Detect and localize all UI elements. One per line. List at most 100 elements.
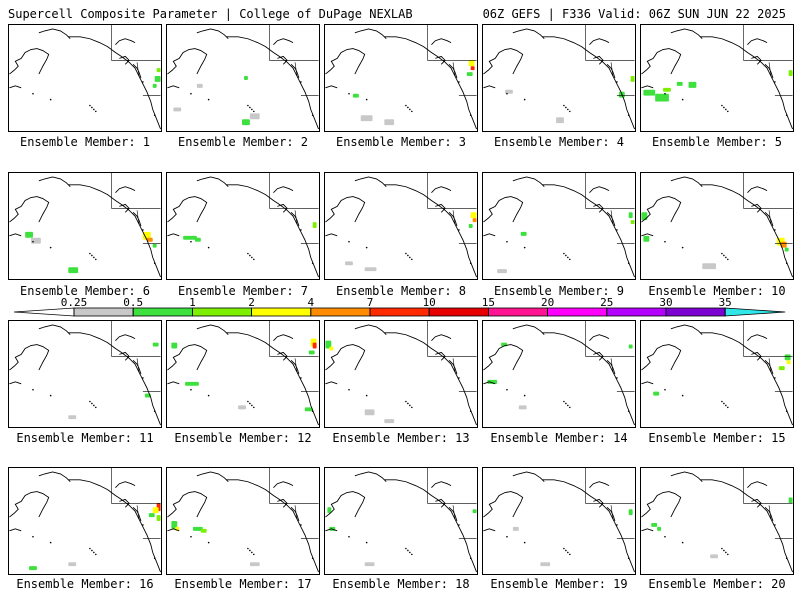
island [190, 92, 192, 95]
member-map-12 [167, 321, 319, 426]
island [565, 254, 567, 257]
ensemble-member-label: Ensemble Member: 13 [332, 431, 470, 445]
ensemble-map-panel-10 [640, 172, 794, 280]
island [95, 110, 97, 113]
ensemble-member-label: Ensemble Member: 7 [177, 284, 309, 298]
island [405, 547, 407, 550]
island [365, 394, 368, 397]
island [311, 262, 314, 265]
parameter-shading [304, 407, 313, 412]
political-border [452, 210, 456, 225]
member-map-7 [167, 173, 319, 278]
political-border [768, 62, 772, 77]
colorbar-tick-label: 10 [423, 296, 436, 309]
island [95, 258, 97, 261]
coastline [9, 233, 22, 237]
island [725, 404, 727, 407]
political-border [294, 358, 298, 373]
political-border [452, 358, 456, 373]
ensemble-map-panel-15 [640, 320, 794, 428]
coastline [277, 55, 288, 65]
coastline [641, 85, 654, 89]
parameter-shading [784, 247, 789, 252]
parameter-shading [630, 220, 635, 225]
island [247, 252, 249, 255]
coastline [38, 324, 71, 336]
political-border [269, 468, 319, 504]
island [409, 256, 411, 259]
island [681, 541, 684, 544]
colorbar-tick-label: 20 [541, 296, 554, 309]
ensemble-member-label: Ensemble Member: 19 [490, 577, 628, 591]
island [95, 553, 97, 556]
ensemble-member-label: Ensemble Member: 12 [174, 431, 312, 445]
island [93, 551, 95, 554]
parameter-shading [472, 509, 477, 514]
parameter-shading [688, 81, 697, 88]
island [409, 108, 411, 111]
colorbar-tick-label: 1 [189, 296, 196, 309]
parameter-shading [628, 344, 633, 349]
parameter-shading [352, 93, 359, 98]
coastline [435, 498, 446, 508]
parameter-shading [196, 83, 203, 88]
island [190, 535, 192, 538]
coastline [68, 36, 161, 130]
coastline [542, 184, 635, 278]
island [365, 246, 368, 249]
coastline [119, 55, 130, 65]
parameter-shading [470, 66, 475, 71]
ensemble-map-panel-19 [482, 467, 636, 575]
coastline [542, 36, 635, 130]
ensemble-member-label: Ensemble Member: 1 [19, 135, 151, 149]
island [774, 524, 776, 526]
island [523, 98, 526, 101]
political-border [136, 62, 140, 77]
coastline [9, 85, 22, 89]
island [681, 394, 684, 397]
coastline [483, 491, 524, 518]
coastline [700, 479, 793, 573]
island [300, 377, 302, 379]
island [458, 81, 460, 83]
coastline [167, 233, 180, 237]
colorbar-segment [428, 307, 489, 317]
island [506, 92, 508, 95]
ensemble-member-label: Ensemble Member: 9 [493, 284, 625, 298]
political-border [768, 358, 772, 373]
island [300, 81, 302, 83]
coastline [226, 479, 319, 573]
member-map-1 [9, 25, 161, 130]
island [721, 400, 723, 403]
coastline [38, 471, 71, 483]
colorbar-segment [487, 307, 548, 317]
coastline [593, 498, 604, 508]
ensemble-member-label: Ensemble Member: 18 [332, 577, 470, 591]
island [411, 110, 413, 113]
island [407, 549, 409, 552]
ensemble-map-panel-6 [8, 172, 162, 280]
island [91, 549, 93, 552]
member-map-9 [483, 173, 635, 278]
ensemble-map-panel-4 [482, 24, 636, 132]
coastline [273, 334, 294, 341]
island [567, 256, 569, 259]
ensemble-member-label: Ensemble Member: 5 [651, 135, 783, 149]
parameter-shading [788, 497, 793, 504]
coastline [119, 351, 130, 361]
parameter-shading [154, 76, 161, 82]
parameter-shading [702, 263, 717, 270]
political-border [610, 62, 614, 77]
coastline [325, 233, 338, 237]
parameter-shading [312, 342, 317, 349]
political-border [269, 25, 319, 61]
island [91, 106, 93, 109]
political-border [768, 210, 772, 225]
coastline [115, 38, 136, 45]
coastline [431, 334, 452, 341]
island [727, 553, 729, 556]
parameter-shading [505, 89, 513, 94]
island [95, 406, 97, 409]
coastline [167, 381, 180, 385]
coastline [9, 344, 50, 371]
